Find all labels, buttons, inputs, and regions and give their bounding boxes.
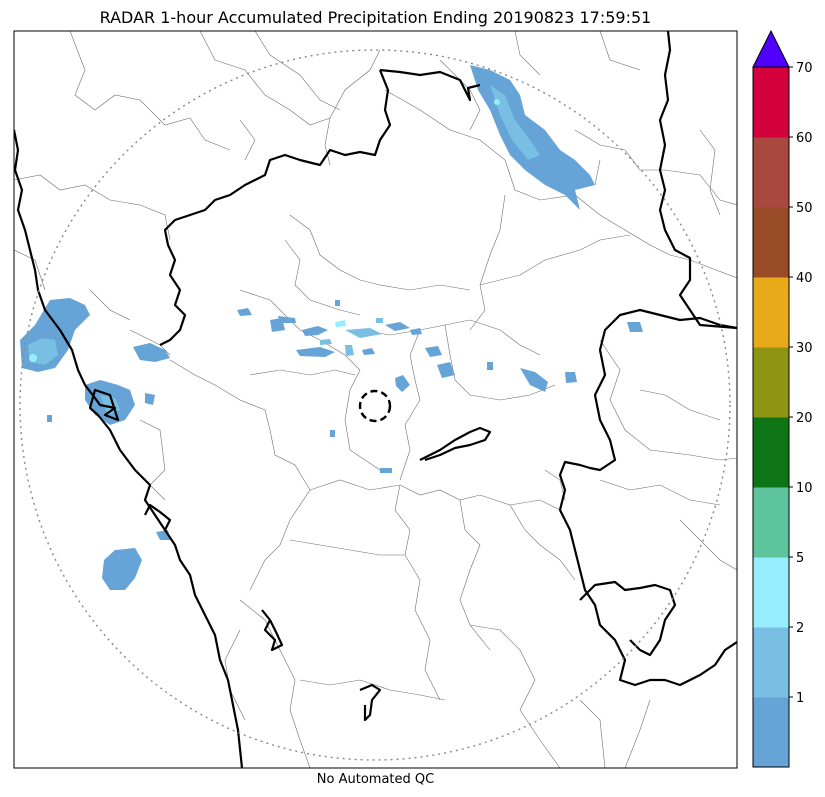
precipitation-overlay <box>20 65 643 590</box>
colorbar-tick-label: 1 <box>796 691 804 706</box>
colorbar-tick-label: 10 <box>796 481 813 496</box>
colorbar-segment <box>753 697 789 768</box>
colorbar: 1 2 5 10 20 30 40 50 60 70 <box>752 29 813 768</box>
radar-site-marker <box>358 389 392 423</box>
colorbar-tick-label: 40 <box>796 271 813 286</box>
precip-central-scattered <box>237 300 643 473</box>
state-borders <box>14 31 737 768</box>
colorbar-segment <box>753 207 789 278</box>
colorbar-tick-label: 30 <box>796 341 813 356</box>
map-canvas <box>14 31 737 768</box>
map-frame <box>13 30 738 769</box>
colorbar-tick-label: 50 <box>796 201 813 216</box>
colorbar-segment <box>753 67 789 138</box>
map-title: RADAR 1-hour Accumulated Precipitation E… <box>99 8 652 27</box>
colorbar-segment <box>753 557 789 628</box>
district-borders <box>14 31 737 768</box>
colorbar-segment <box>753 627 789 698</box>
radar-range-ring <box>19 49 731 761</box>
colorbar-extend-arrow <box>752 29 790 68</box>
colorbar-segment <box>753 277 789 348</box>
colorbar-segment <box>753 487 789 558</box>
precip-west-coast <box>20 298 170 590</box>
colorbar-segment <box>753 417 789 488</box>
colorbar-tick-label: 70 <box>796 61 813 76</box>
colorbar-tick-label: 60 <box>796 131 813 146</box>
colorbar-tick-label: 5 <box>796 551 804 566</box>
precip-northeast-band <box>470 65 595 210</box>
colorbar-tick-label: 20 <box>796 411 813 426</box>
colorbar-tick-label: 2 <box>796 621 804 636</box>
colorbar-segment <box>753 347 789 418</box>
qc-note: No Automated QC <box>316 772 435 787</box>
colorbar-segment <box>753 137 789 208</box>
